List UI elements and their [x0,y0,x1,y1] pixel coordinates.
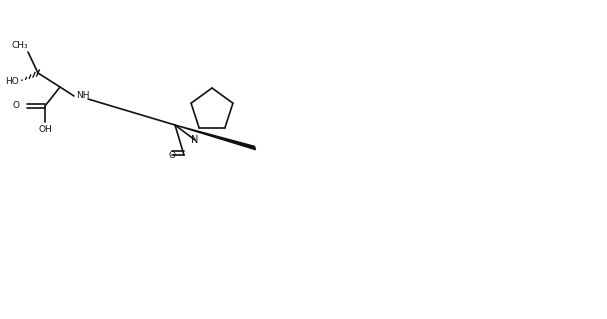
Text: N: N [191,135,198,145]
Text: CH₃: CH₃ [12,41,29,50]
Text: O: O [13,101,20,110]
Text: OH: OH [38,125,52,135]
Text: HO: HO [5,78,19,86]
Text: O: O [169,151,175,160]
Polygon shape [175,125,256,150]
Text: NH: NH [76,91,89,100]
